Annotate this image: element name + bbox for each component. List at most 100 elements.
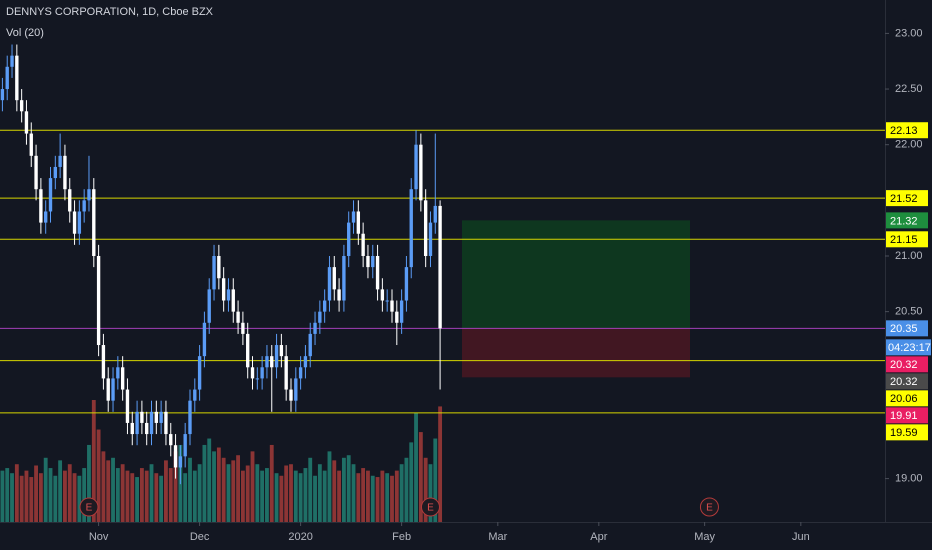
- candle-body: [212, 255, 216, 290]
- candle-body: [241, 322, 245, 334]
- candle-body: [68, 189, 72, 212]
- x-tick-label: Jun: [792, 531, 810, 543]
- x-tick-label: Nov: [89, 531, 109, 543]
- candle-body: [24, 111, 29, 134]
- volume-bar: [125, 470, 130, 522]
- volume-bar: [240, 470, 245, 522]
- x-tick-label: Mar: [488, 531, 507, 543]
- countdown: 04:23:17: [888, 342, 931, 354]
- volume-bar: [236, 455, 241, 522]
- price-label: 20.32: [890, 376, 918, 388]
- candle-body: [308, 333, 312, 357]
- volume-bar: [164, 460, 168, 522]
- candle-body: [294, 378, 298, 401]
- candle-body: [202, 322, 207, 357]
- candle-body: [15, 55, 19, 101]
- volume-bar: [346, 455, 351, 522]
- price-label: 22.13: [890, 125, 918, 137]
- candle-body: [0, 89, 5, 101]
- candle-body: [226, 289, 231, 301]
- target-zone: [462, 220, 690, 329]
- volume-bar: [375, 477, 380, 522]
- candle-body: [337, 289, 341, 301]
- volume-bar: [154, 473, 159, 522]
- volume-bar: [226, 464, 231, 522]
- volume-bar: [63, 470, 67, 522]
- candle-body: [101, 345, 106, 379]
- candle-body: [135, 411, 139, 435]
- volume-bar: [48, 468, 53, 522]
- volume-bar: [216, 447, 221, 522]
- candle-body: [298, 367, 303, 379]
- stop-zone: [462, 328, 690, 378]
- volume-bar: [34, 465, 38, 522]
- volume-bar: [332, 460, 337, 522]
- candle-body: [274, 345, 279, 368]
- candle-body: [48, 178, 53, 212]
- chart-title: DENNYS CORPORATION, 1D, Cboe BZX: [6, 6, 214, 18]
- candle-body: [361, 233, 365, 256]
- candle-body: [178, 456, 183, 468]
- price-label-box: [886, 390, 928, 407]
- candle-body: [303, 356, 308, 368]
- volume-bar: [77, 475, 82, 522]
- candle-body: [347, 222, 351, 256]
- price-label-box: [886, 373, 928, 390]
- volume-bar: [111, 457, 115, 522]
- volume-bar: [82, 468, 87, 522]
- volume-bar: [135, 477, 140, 522]
- volume-bar: [173, 451, 178, 522]
- volume-bar: [188, 457, 192, 522]
- volume-bar: [212, 451, 216, 522]
- candle-body: [318, 311, 322, 323]
- indicator-label: Vol (20): [6, 27, 44, 39]
- price-label: 21.15: [890, 234, 918, 246]
- price-label-box: [886, 424, 928, 441]
- candle-body: [423, 200, 428, 256]
- candle-body: [399, 300, 404, 323]
- volume-bar: [87, 444, 91, 522]
- candle-body: [236, 311, 240, 323]
- y-tick-label: 22.00: [895, 139, 923, 151]
- volume-bar: [245, 465, 250, 522]
- volume-bar: [370, 475, 375, 522]
- y-tick-label: 20.50: [895, 306, 923, 318]
- price-label: 20.35: [890, 323, 918, 335]
- candle-body: [342, 255, 346, 301]
- candle-body: [438, 205, 442, 329]
- volume-bar: [293, 470, 298, 522]
- candle-body: [385, 300, 389, 302]
- candle-body: [125, 389, 130, 423]
- candle-body: [313, 322, 317, 334]
- volume-bar: [409, 442, 414, 522]
- volume-bar: [322, 470, 327, 522]
- volume-bar: [279, 475, 284, 522]
- volume-bar: [356, 473, 361, 522]
- candle-body: [289, 389, 293, 401]
- y-tick-label: 21.00: [895, 250, 923, 262]
- candle-body: [58, 155, 62, 167]
- candle-body: [390, 300, 394, 312]
- candle-body: [207, 289, 211, 323]
- candle-body: [173, 445, 178, 468]
- volume-bar: [106, 460, 111, 522]
- volume-bar: [404, 457, 409, 522]
- volume-bar: [433, 438, 438, 522]
- candle-body: [404, 267, 409, 301]
- volume-bar: [38, 473, 43, 522]
- candle-body: [63, 155, 67, 190]
- volume-bar: [96, 429, 101, 522]
- volume-bar: [303, 468, 308, 522]
- volume-bar: [385, 473, 390, 522]
- candle-body: [188, 400, 192, 435]
- volume-bar: [341, 457, 346, 522]
- countdown-box: [886, 339, 931, 356]
- volume-bar: [58, 460, 63, 522]
- candle-body: [154, 411, 159, 423]
- candle-body: [260, 367, 264, 379]
- volume-bar: [265, 468, 269, 522]
- volume-bar: [361, 468, 366, 522]
- price-label-box: [886, 356, 928, 373]
- volume-bar: [159, 475, 164, 522]
- candle-body: [34, 155, 38, 190]
